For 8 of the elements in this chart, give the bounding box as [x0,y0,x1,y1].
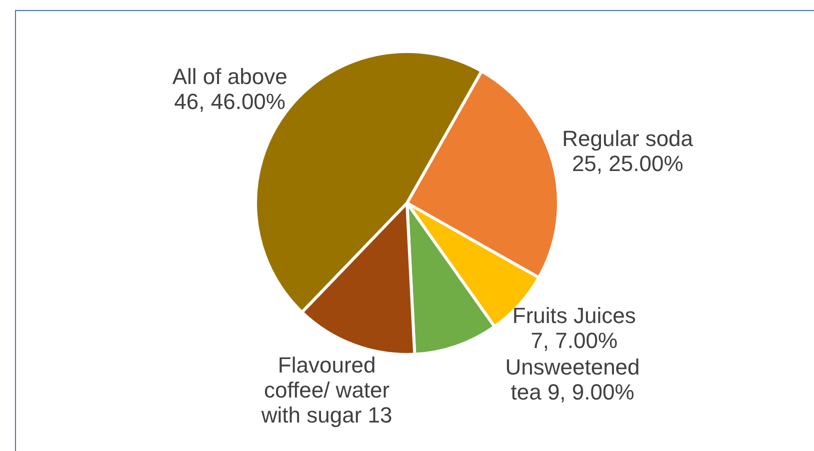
slice-label: All of above [172,64,288,89]
data-label: 7, 7.00% [530,328,618,353]
slice-label: Fruits Juices [512,302,636,328]
slice-label: Unsweetened tea 9, 9.00% [505,354,640,405]
data-label: 25, 25.00% [572,151,684,176]
data-label: 46, 46.00% [174,88,286,114]
slice-label: Flavoured coffee/ water with sugar 13 [260,352,392,428]
slice-label: Regular soda [562,126,694,152]
